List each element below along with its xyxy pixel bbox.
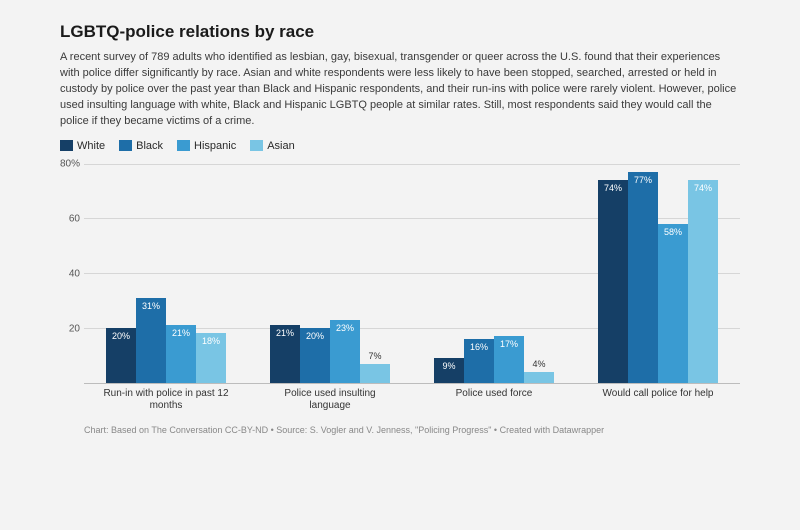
bar-value-label: 74% (694, 183, 712, 193)
legend-label: Asian (267, 140, 295, 152)
bar-group: 9% 16% 17% 4% (434, 164, 554, 383)
x-tick-label: Police used insulting language (265, 384, 395, 414)
x-tick-label: Run-in with police in past 12 months (101, 384, 231, 414)
bar-group: 20% 31% 21% 18% (106, 164, 226, 383)
bar: 18% (196, 333, 226, 382)
bar-value-label: 23% (336, 323, 354, 333)
bar-value-label: 20% (306, 331, 324, 341)
bar: 9% (434, 358, 464, 383)
legend-item: Black (119, 140, 163, 152)
legend-swatch (119, 140, 132, 151)
bar-value-label: 74% (604, 183, 622, 193)
legend-item: Hispanic (177, 140, 236, 152)
bar: 58% (658, 224, 688, 383)
legend-label: Black (136, 140, 163, 152)
plot: 20% 31% 21% 18% 21% 20% 23% 7% 9% 16% 17% 4% 74% 77% 5… (84, 164, 740, 384)
y-tick-label: 80% (60, 158, 80, 169)
y-tick-label: 20 (69, 323, 80, 334)
bar-value-label: 17% (500, 339, 518, 349)
bar: 23% (330, 320, 360, 383)
bar: 77% (628, 172, 658, 383)
bar-value-label: 31% (142, 301, 160, 311)
chart-footer: Chart: Based on The Conversation CC-BY-N… (60, 424, 740, 437)
bar-value-label: 77% (634, 175, 652, 185)
y-tick-label: 40 (69, 268, 80, 279)
x-tick-label: Police used force (429, 384, 559, 414)
legend-swatch (60, 140, 73, 151)
bar: 21% (270, 325, 300, 382)
bar-value-label: 58% (664, 227, 682, 237)
bar: 4% (524, 372, 554, 383)
legend-item: Asian (250, 140, 295, 152)
legend-item: White (60, 140, 105, 152)
chart-title: LGBTQ-police relations by race (60, 22, 740, 42)
bar: 20% (106, 328, 136, 383)
bar-value-label: 16% (470, 342, 488, 352)
bar: 20% (300, 328, 330, 383)
legend-label: Hispanic (194, 140, 236, 152)
legend-label: White (77, 140, 105, 152)
bar-value-label: 21% (276, 328, 294, 338)
bar: 21% (166, 325, 196, 382)
bar: 16% (464, 339, 494, 383)
bar: 74% (688, 180, 718, 383)
bar-value-label: 7% (368, 351, 381, 361)
bar-value-label: 4% (532, 359, 545, 369)
legend: White Black Hispanic Asian (60, 140, 740, 152)
chart-container: LGBTQ-police relations by race A recent … (0, 0, 800, 450)
bar-value-label: 18% (202, 336, 220, 346)
bar-value-label: 20% (112, 331, 130, 341)
bar-group: 74% 77% 58% 74% (598, 164, 718, 383)
chart-area: 20406080% 20%31%21%18%21%20%23%7%9%16%17… (84, 164, 740, 414)
bar-value-label: 9% (442, 361, 455, 371)
bar: 74% (598, 180, 628, 383)
y-tick-label: 60 (69, 213, 80, 224)
bar: 7% (360, 364, 390, 383)
y-axis: 20406080% (60, 164, 84, 384)
x-tick-label: Would call police for help (593, 384, 723, 414)
bar: 17% (494, 336, 524, 383)
legend-swatch (177, 140, 190, 151)
bar-group: 21% 20% 23% 7% (270, 164, 390, 383)
bar-value-label: 21% (172, 328, 190, 338)
x-axis-labels: Run-in with police in past 12 months Poli… (84, 384, 740, 414)
legend-swatch (250, 140, 263, 151)
chart-description: A recent survey of 789 adults who identi… (60, 50, 740, 130)
bar: 31% (136, 298, 166, 383)
